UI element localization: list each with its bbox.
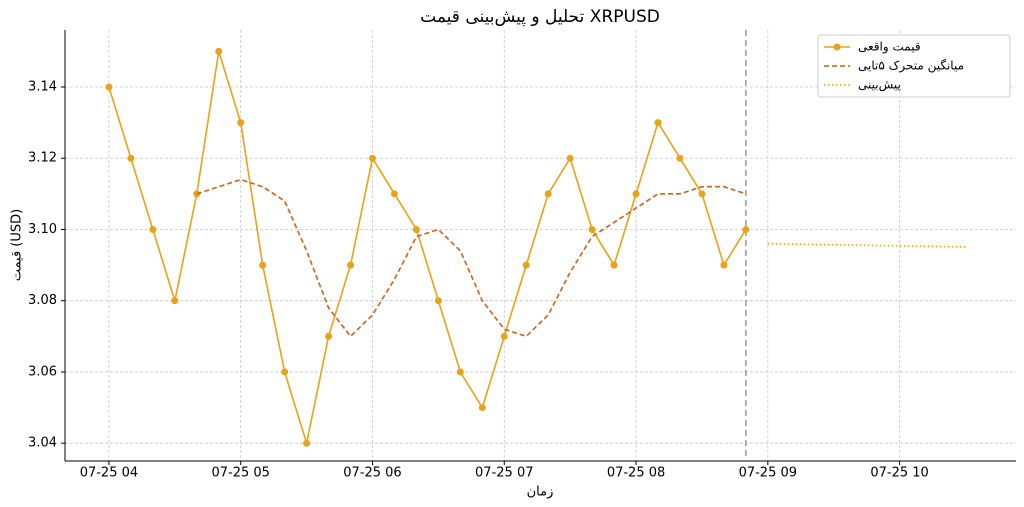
y-tick-label: 3.12 — [28, 151, 57, 166]
data-point — [149, 225, 157, 233]
chart-title: تحلیل و پیش‌بینی قیمت XRPUSD — [420, 7, 660, 27]
legend-box — [817, 34, 1011, 98]
x-tick-label: 07-25 10 — [870, 466, 928, 481]
data-point — [456, 368, 464, 376]
data-point — [588, 225, 596, 233]
y-tick-label: 3.14 — [28, 79, 57, 94]
y-tick-label: 3.10 — [28, 222, 57, 237]
data-point — [281, 368, 289, 376]
x-tick-label: 07-25 05 — [211, 466, 269, 481]
data-point — [215, 47, 223, 55]
data-point — [676, 154, 684, 162]
data-point — [390, 190, 398, 198]
data-point — [610, 261, 618, 269]
data-point — [632, 190, 640, 198]
data-point — [171, 297, 179, 305]
x-tick-label: 07-25 08 — [607, 466, 665, 481]
data-point — [544, 190, 552, 198]
x-tick-label: 07-25 09 — [739, 466, 797, 481]
legend-label: پیش‌بینی — [858, 78, 901, 93]
x-tick-label: 07-25 07 — [475, 466, 533, 481]
data-point — [434, 297, 442, 305]
series-line — [767, 242, 966, 248]
data-point — [654, 119, 662, 127]
y-axis-label: قیمت (USD) — [10, 209, 25, 281]
x-tick-label: 07-25 04 — [80, 466, 138, 481]
data-point — [742, 225, 750, 233]
x-axis-label: زمان — [527, 485, 554, 500]
data-point — [720, 261, 728, 269]
legend-label: قیمت واقعی — [858, 40, 921, 55]
data-point — [127, 154, 135, 162]
x-tick-label: 07-25 06 — [343, 466, 401, 481]
y-tick-label: 3.04 — [28, 436, 57, 451]
data-point — [500, 332, 508, 340]
series-line — [108, 51, 747, 444]
data-point — [522, 261, 530, 269]
series-line — [196, 178, 747, 338]
legend-label: میانگین متحرک ۵تایی — [858, 59, 964, 74]
data-point — [259, 261, 267, 269]
y-tick-label: 3.06 — [28, 364, 57, 379]
data-point — [566, 154, 574, 162]
data-point — [412, 225, 420, 233]
data-point — [237, 119, 245, 127]
data-point — [698, 190, 706, 198]
legend-marker — [833, 43, 841, 51]
data-point — [347, 261, 355, 269]
y-tick-label: 3.08 — [28, 293, 57, 308]
legend: قیمت واقعی میانگین متحرک ۵تایی پیش‌بینی — [817, 34, 1011, 98]
data-point — [478, 404, 486, 412]
data-point — [368, 154, 376, 162]
data-point — [325, 332, 333, 340]
data-point — [303, 439, 311, 447]
data-point — [105, 83, 113, 91]
